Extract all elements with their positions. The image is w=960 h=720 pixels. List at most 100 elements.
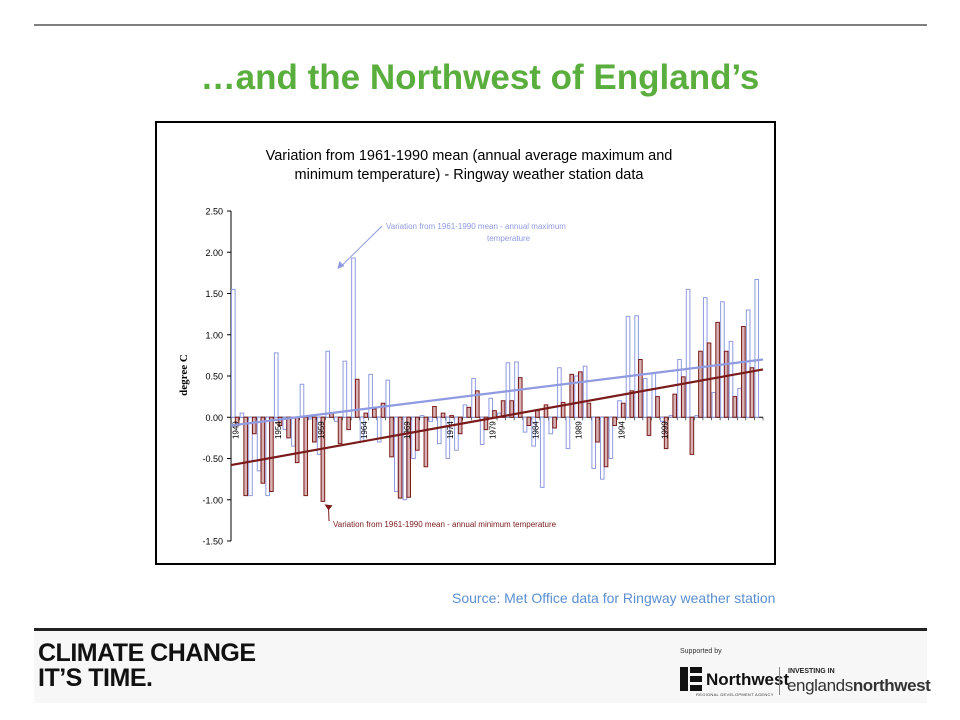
min-temp-bar xyxy=(629,390,635,418)
max-temp-bar xyxy=(711,392,717,418)
min-temp-bar xyxy=(517,377,523,418)
min-temp-bar xyxy=(638,359,643,418)
min-temp-bar xyxy=(672,393,678,418)
min-temp-bar xyxy=(552,416,557,429)
min-temp-bar xyxy=(251,416,257,435)
supported-by-label: Supported by xyxy=(680,648,722,655)
min-temp-bar xyxy=(277,416,283,426)
min-temp-bar xyxy=(346,416,351,431)
min-temp-bar xyxy=(749,367,755,418)
chart-title-line-1: Variation from 1961-1990 mean (annual av… xyxy=(266,148,673,164)
top-divider xyxy=(34,24,927,26)
y-tick-label: 0.00 xyxy=(205,413,223,423)
nwda-name: Northwest xyxy=(706,670,790,689)
max-temp-bar xyxy=(308,416,313,420)
min-temp-bar xyxy=(646,416,652,436)
max-temp-bar xyxy=(625,316,631,418)
min-temp-bar xyxy=(483,416,489,431)
min-temp-bar xyxy=(680,376,686,418)
max-temp-bar xyxy=(737,387,742,418)
max-temp-bar xyxy=(531,416,536,447)
max-temp-bar xyxy=(462,404,468,418)
max-temp-bar xyxy=(394,416,399,492)
min-temp-bar xyxy=(449,415,454,418)
max-temp-bar xyxy=(256,416,262,472)
max-temp-bar xyxy=(273,352,279,418)
max-temp-bar xyxy=(608,416,614,459)
source-note: Source: Met Office data for Ringway weat… xyxy=(452,590,776,606)
min-temp-bar xyxy=(535,410,540,418)
x-tick-label: 1974 xyxy=(446,421,455,439)
min-temp-bar xyxy=(492,410,497,418)
max-temp-bar xyxy=(299,383,305,418)
min-temp-bar xyxy=(380,402,386,418)
nwda-subtitle: REGIONAL DEVELOPMENT AGENCY xyxy=(696,692,774,697)
y-tick-label: 2.00 xyxy=(205,248,223,258)
max-trend-line xyxy=(230,358,764,427)
min-temp-bar xyxy=(620,402,626,418)
max-temp-bar xyxy=(651,373,657,418)
max-temp-bar xyxy=(376,416,382,443)
max-temp-bar xyxy=(411,416,416,459)
min-temp-bar xyxy=(732,396,738,418)
y-tick-label: 1.50 xyxy=(205,289,223,299)
max-temp-bar xyxy=(436,416,442,445)
englands-northwest-logo: englandsnorthwest xyxy=(787,676,931,696)
footer-bar: CLIMATE CHANGE IT’S TIME. Supported by N… xyxy=(34,631,931,703)
x-tick-label: 1989 xyxy=(575,421,584,439)
min-temp-bar xyxy=(312,416,317,443)
max-temp-bar xyxy=(694,415,699,418)
max-temp-bar xyxy=(728,340,734,418)
min-temp-bar xyxy=(294,416,300,464)
x-tick-label: 1984 xyxy=(532,421,541,439)
min-temp-bar xyxy=(423,416,429,468)
min-temp-bar xyxy=(440,412,446,418)
chart-title-line-2: minimum temperature) - Ringway weather s… xyxy=(295,167,645,183)
max-temp-bar xyxy=(557,367,562,418)
max-temp-bar xyxy=(745,309,751,418)
max-series-annotation: Variation from 1961-1990 mean - annual m… xyxy=(386,222,566,231)
max-temp-bar xyxy=(454,416,459,451)
y-axis-label: degree C xyxy=(178,354,190,396)
min-temp-bar xyxy=(320,416,326,502)
max-temp-bar xyxy=(325,350,331,418)
max-temp-bar xyxy=(720,301,725,418)
min-temp-bar xyxy=(698,350,703,418)
min-temp-bar xyxy=(466,406,472,418)
min-temp-bar xyxy=(612,416,617,426)
min-temp-bar xyxy=(337,416,343,445)
min-temp-bar xyxy=(715,321,720,418)
min-temp-bar xyxy=(723,350,729,418)
min-temp-bar xyxy=(603,416,609,468)
min-temp-bar xyxy=(432,406,437,418)
min-series-annotation: Variation from 1961-1990 mean - annual m… xyxy=(333,520,557,529)
max-temp-bar xyxy=(754,278,760,418)
max-annotation-arrow xyxy=(341,225,383,267)
min-temp-bar xyxy=(543,404,549,418)
max-temp-bar xyxy=(582,365,588,418)
max-temp-bar xyxy=(488,397,494,418)
min-temp-bar xyxy=(586,402,592,418)
max-temp-bar xyxy=(368,373,373,418)
max-temp-bar xyxy=(702,297,708,418)
max-temp-bar xyxy=(685,288,691,418)
max-temp-bar xyxy=(660,416,665,422)
min-temp-bar xyxy=(260,416,266,484)
min-temp-bar xyxy=(243,416,248,497)
min-trend-line xyxy=(230,368,764,467)
y-tick-label: 2.50 xyxy=(205,207,223,217)
brand-line-1: CLIMATE CHANGE xyxy=(38,639,256,667)
min-temp-bar xyxy=(363,412,369,418)
min-temp-bar xyxy=(303,416,309,497)
max-series-annotation-line-2: temperature xyxy=(487,234,531,243)
min-temp-bar xyxy=(354,378,360,418)
min-temp-bar xyxy=(560,401,566,418)
max-temp-bar xyxy=(291,416,296,447)
max-temp-bar xyxy=(617,400,622,418)
max-temp-bar xyxy=(342,360,348,418)
min-temp-bar xyxy=(475,390,480,418)
footer-logo-divider xyxy=(779,667,780,695)
x-tick-label: 1969 xyxy=(403,421,412,439)
min-temp-bar xyxy=(406,416,412,498)
max-temp-bar xyxy=(428,416,433,422)
